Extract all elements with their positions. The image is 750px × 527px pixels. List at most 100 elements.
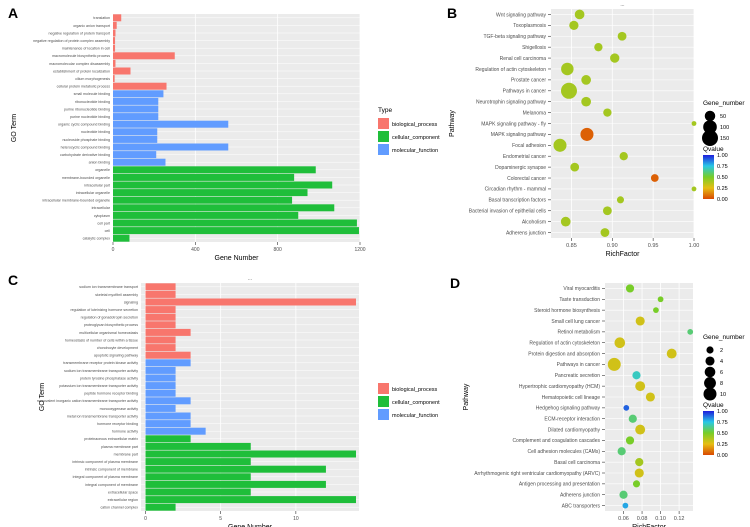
point-B-13 [619, 152, 628, 161]
bar-A-11 [113, 97, 159, 105]
y-tick-label-C-4: regulation of gonadotropin secretion [81, 316, 138, 320]
point-B-5 [561, 62, 574, 76]
size-legend-dot-D-1 [705, 356, 715, 366]
bar-A-25 [113, 204, 335, 212]
bar-C-19 [145, 427, 206, 435]
x-tick-label-B-3: 1.00 [689, 243, 700, 249]
y-tick-label-A-28: cell [105, 229, 111, 233]
y-tick-label-A-24: intracellular membrane-bounded organelle [42, 199, 110, 203]
y-tick-label-B-14: Dopaminergic synapse [495, 165, 546, 171]
size-legend-dot-B-2 [702, 130, 718, 146]
bar-C-28 [145, 496, 356, 504]
color-legend-label-B-4: 0.00 [717, 197, 728, 203]
point-D-11 [623, 404, 630, 411]
bar-A-29 [113, 234, 130, 242]
bar-A-22 [113, 181, 333, 189]
y-tick-label-D-1: Taste transduction [559, 297, 600, 303]
bar-A-17 [113, 143, 229, 151]
y-tick-label-C-2: signaling [124, 300, 138, 304]
bar-A-21 [113, 173, 295, 181]
y-tick-label-C-26: integral component of membrane [85, 483, 138, 487]
point-D-5 [614, 337, 626, 349]
x-tick-label-B-0: 0.85 [566, 243, 577, 249]
y-tick-label-D-10: Hematopoietic cell lineage [542, 395, 601, 401]
point-B-9 [603, 108, 612, 117]
bar-A-2 [113, 29, 116, 37]
color-legend-label-D-3: 0.25 [717, 442, 728, 448]
y-tick-label-D-3: Small cell lung cancer [551, 319, 600, 325]
y-tick-label-C-25: integral component of plasma membrane [73, 475, 138, 479]
bar-C-5 [145, 321, 176, 329]
y-tick-label-D-12: ECM-receptor interaction [544, 417, 600, 423]
panel-letter-B: B [447, 5, 457, 21]
bar-A-9 [113, 82, 167, 90]
x-tick-label-D-1: 0.08 [637, 516, 648, 522]
point-D-18 [632, 480, 641, 488]
y-tick-label-D-13: Dilated cardiomyopathy [548, 427, 601, 433]
bar-C-20 [145, 435, 191, 443]
x-tick-label-C-2: 10 [293, 516, 299, 522]
legend-title-A: Type [378, 107, 392, 114]
y-tick-label-C-18: hormone receptor binding [97, 422, 138, 426]
bar-A-26 [113, 211, 299, 219]
bar-C-23 [145, 458, 251, 466]
point-D-7 [607, 357, 621, 371]
point-D-12 [628, 414, 637, 423]
size-legend-dot-D-2 [704, 366, 716, 378]
y-tick-label-C-3: regulation of luteinizing hormone secret… [70, 308, 138, 312]
y-tick-label-C-14: peptide hormone receptor binding [84, 392, 138, 396]
y-tick-label-C-29: cation channel complex [100, 506, 138, 510]
legend-swatch-C-1 [378, 396, 389, 407]
size-legend-title-B: Gene_number [703, 100, 745, 107]
bar-C-21 [145, 442, 251, 450]
point-D-8 [632, 371, 641, 380]
size-legend-dot-B-1 [703, 120, 717, 134]
y-tick-label-A-26: cytoplasm [94, 214, 110, 218]
y-tick-label-A-9: cellular protein metabolic process [57, 85, 111, 89]
y-tick-label-A-27: cell part [97, 221, 110, 225]
bar-C-1 [145, 290, 176, 298]
y-tick-label-B-10: MAPK signaling pathway - fly [481, 121, 546, 127]
bar-C-8 [145, 344, 176, 352]
bar-A-6 [113, 59, 116, 67]
point-B-11 [580, 127, 594, 141]
plot-title-B: ... [620, 2, 624, 8]
bar-A-20 [113, 166, 316, 174]
point-B-12 [553, 138, 567, 152]
y-tick-label-A-12: purine ribonucleotide binding [64, 107, 110, 111]
bar-C-10 [145, 359, 191, 367]
size-legend-label-D-1: 4 [720, 359, 723, 365]
y-tick-label-A-7: establishment of protein localization [53, 69, 110, 73]
y-tick-label-D-2: Steroid hormone biosynthesis [534, 308, 600, 314]
y-tick-label-A-8: cilium morphogenesis [75, 77, 110, 81]
point-B-4 [610, 53, 620, 63]
y-tick-label-B-9: Melanoma [523, 110, 547, 116]
y-tick-label-D-14: Complement and coagulation cascades [512, 438, 600, 444]
bar-C-29 [145, 503, 176, 511]
plot-panel-A [113, 14, 360, 242]
y-tick-label-D-6: Protein digestion and absorption [528, 351, 600, 357]
y-axis-label-A: GO Term [11, 114, 18, 142]
y-tick-label-B-12: Focal adhesion [512, 143, 546, 149]
y-tick-label-C-15: monovalent inorganic cation transmembran… [37, 399, 138, 403]
y-tick-label-B-3: Shigellosis [522, 45, 546, 51]
bar-A-12 [113, 105, 159, 113]
x-tick-label-A-2: 800 [273, 247, 282, 253]
y-tick-label-A-25: intracellular [92, 206, 111, 210]
size-legend-label-D-4: 10 [720, 392, 726, 398]
point-D-15 [617, 447, 626, 456]
bar-A-24 [113, 196, 293, 204]
plot-title-C: ... [248, 276, 252, 282]
y-tick-label-A-18: carbohydrate derivative binding [60, 153, 110, 157]
y-tick-label-A-13: purine nucleotide binding [70, 115, 110, 119]
y-tick-label-B-8: Neurotrophin signaling pathway [476, 99, 547, 105]
point-B-16 [691, 186, 697, 192]
y-tick-label-D-18: Antigen processing and presentation [519, 482, 600, 488]
y-tick-label-D-7: Pathways in cancer [557, 362, 601, 368]
size-legend-dot-D-3 [704, 377, 716, 389]
y-axis-label-B: Pathway [449, 110, 456, 137]
bar-A-10 [113, 90, 164, 98]
legend-swatch-C-2 [378, 409, 389, 420]
bar-C-12 [145, 374, 176, 382]
